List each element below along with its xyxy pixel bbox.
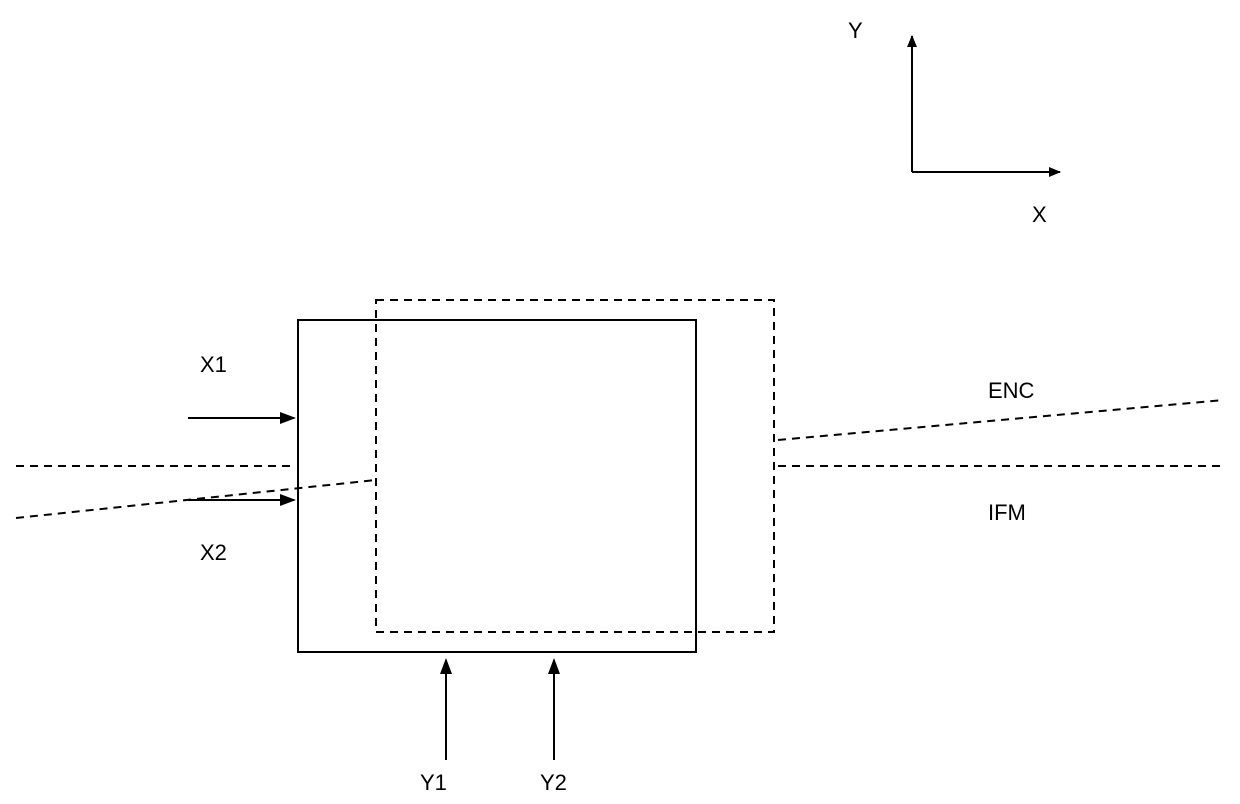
axis-x-label: X xyxy=(1032,202,1047,227)
label-y1: Y1 xyxy=(420,770,447,795)
label-enc: ENC xyxy=(988,378,1035,403)
label-y2: Y2 xyxy=(540,770,567,795)
label-x1: X1 xyxy=(200,352,227,377)
box-dashed xyxy=(376,300,774,632)
box-solid xyxy=(298,320,696,652)
axis-y-label: Y xyxy=(848,18,863,43)
line-enc-right xyxy=(778,400,1224,440)
label-ifm: IFM xyxy=(988,500,1026,525)
label-x2: X2 xyxy=(200,540,227,565)
